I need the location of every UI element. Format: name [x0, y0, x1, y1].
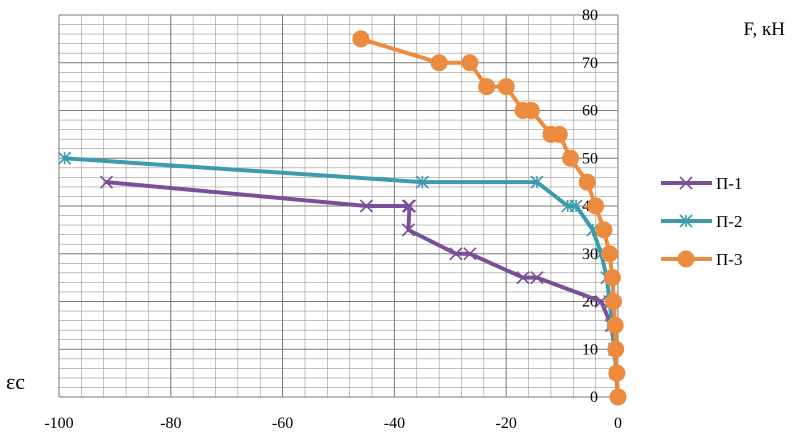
data-point — [352, 30, 370, 48]
data-point — [449, 247, 463, 261]
data-point — [605, 293, 623, 310]
data-point — [401, 199, 415, 213]
data-point — [530, 271, 544, 285]
data-point — [401, 223, 415, 237]
y-tick-label: 80 — [582, 7, 598, 24]
data-point — [516, 271, 530, 285]
legend-marker — [679, 176, 693, 190]
data-point — [461, 54, 479, 72]
data-point — [601, 245, 619, 263]
legend-label: П-3 — [716, 250, 742, 269]
legend-item: П-3 — [661, 250, 742, 269]
data-point — [587, 197, 605, 215]
data-point — [99, 175, 114, 189]
x-tick-label: -80 — [160, 415, 181, 432]
data-point — [607, 340, 625, 358]
y-tick-label: 50 — [582, 150, 598, 167]
x-tick-label: -20 — [496, 415, 517, 432]
legend-label: П-1 — [716, 174, 742, 193]
data-point — [415, 175, 429, 189]
series-layer — [58, 30, 627, 406]
legend-marker — [677, 250, 695, 268]
data-point — [578, 173, 596, 191]
data-point — [595, 221, 613, 239]
x-axis-title: εc — [6, 369, 25, 394]
series-3 — [352, 30, 627, 406]
series-1 — [99, 175, 625, 404]
data-point — [430, 54, 448, 72]
data-point — [608, 364, 626, 382]
x-tick-label: -60 — [272, 415, 293, 432]
y-tick-label: 10 — [582, 341, 598, 358]
data-point — [463, 247, 477, 261]
data-point — [359, 199, 374, 213]
y-axis-title: F, кН — [744, 19, 786, 40]
y-tick-label: 60 — [582, 103, 598, 120]
data-point — [497, 78, 515, 96]
data-point — [606, 316, 624, 334]
legend-label: П-2 — [716, 212, 742, 231]
data-point — [542, 125, 560, 143]
data-point — [514, 102, 532, 119]
y-tick-label: 70 — [582, 55, 598, 72]
data-point — [530, 175, 544, 189]
x-tick-label: -100 — [44, 415, 73, 432]
x-tick-label: -40 — [384, 415, 405, 432]
data-point — [609, 388, 627, 406]
x-tick-label: 0 — [614, 415, 622, 432]
data-point — [561, 199, 575, 213]
legend-item: П-2 — [661, 212, 742, 231]
data-point — [561, 149, 579, 167]
y-tick-labels: 01020304050607080 — [582, 7, 598, 406]
data-point — [603, 269, 621, 287]
y-tick-label: 0 — [590, 389, 598, 406]
y-tick-label: 30 — [582, 246, 598, 263]
data-point — [58, 151, 72, 165]
legend-marker — [679, 214, 693, 228]
legend-item: П-1 — [661, 174, 742, 193]
legend: П-1 П-2 П-3 — [661, 174, 742, 269]
series-line — [104, 180, 620, 399]
x-tick-labels: -100 -80 -60 -40 -20 0 — [44, 415, 622, 432]
data-point — [478, 78, 496, 96]
